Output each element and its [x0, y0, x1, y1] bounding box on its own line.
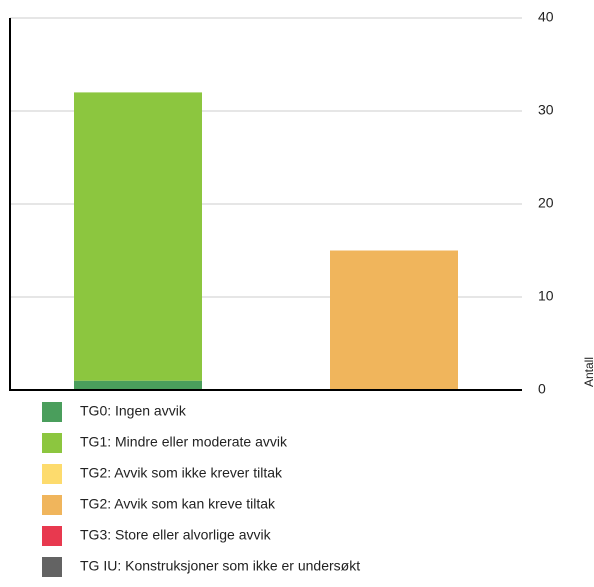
legend-swatch [42, 526, 62, 546]
y-axis-label: Antall [582, 357, 594, 387]
y-tick-label: 30 [538, 102, 554, 118]
bar-segment [74, 92, 202, 381]
legend-label: TG IU: Konstruksjoner som ikke er unders… [80, 558, 360, 574]
legend-label: TG2: Avvik som kan kreve tiltak [80, 496, 276, 512]
y-tick-label: 10 [538, 288, 554, 304]
bar-segment [330, 250, 458, 390]
legend-swatch [42, 433, 62, 453]
legend-swatch [42, 402, 62, 422]
legend-label: TG0: Ingen avvik [80, 403, 187, 419]
legend-swatch [42, 495, 62, 515]
bar-segment [74, 380, 202, 390]
y-tick-label: 40 [538, 9, 554, 25]
legend-label: TG3: Store eller alvorlige avvik [80, 527, 272, 543]
legend-swatch [42, 464, 62, 484]
y-tick-label: 0 [538, 381, 546, 397]
legend-label: TG2: Avvik som ikke krever tiltak [80, 465, 283, 481]
legend-swatch [42, 557, 62, 577]
y-tick-label: 20 [538, 195, 554, 211]
legend-label: TG1: Mindre eller moderate avvik [80, 434, 288, 450]
